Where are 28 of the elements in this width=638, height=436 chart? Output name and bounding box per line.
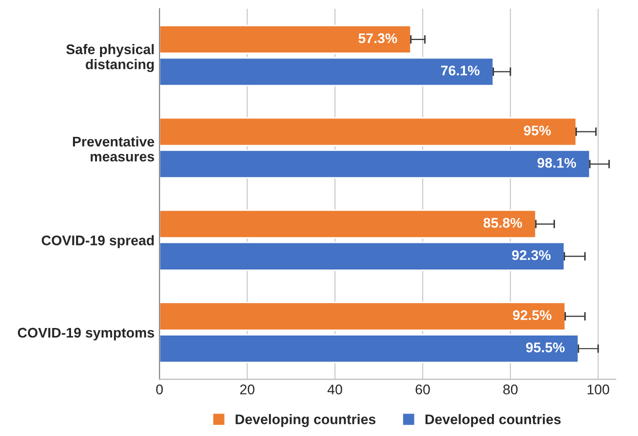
data-label: 98.1% (537, 158, 576, 168)
x-tick-label: 60 (416, 384, 430, 394)
x-tick-label: 40 (328, 384, 342, 394)
x-tick-label: 20 (240, 384, 254, 394)
x-tick-label: 0 (156, 384, 163, 394)
data-label: 92.5% (512, 310, 552, 320)
y-tick-label: COVID-19 symptoms (18, 328, 154, 340)
data-label: 95.5% (526, 342, 565, 352)
bar (160, 242, 566, 271)
data-label: 57.3% (358, 33, 398, 44)
bar (160, 57, 494, 86)
y-tick-label: Safe physical distancing (66, 44, 154, 72)
bar (160, 149, 590, 179)
x-tick-label: 100 (588, 384, 610, 394)
bar (160, 24, 412, 54)
y-tick-label: COVID-19 spread (42, 235, 154, 248)
bar (160, 334, 580, 364)
bar (160, 209, 537, 239)
data-label: 95% (524, 126, 551, 136)
bar (160, 117, 577, 146)
y-tick-label: Preventative measures (72, 136, 154, 162)
data-label: 76.1% (441, 66, 480, 76)
legend-label: Developed countries (426, 414, 561, 428)
bar (160, 302, 566, 331)
data-label: 85.8% (484, 218, 522, 228)
data-label: 92.3% (512, 250, 551, 260)
x-tick-label: 80 (503, 384, 518, 394)
legend-label: Developing countries (236, 414, 376, 428)
